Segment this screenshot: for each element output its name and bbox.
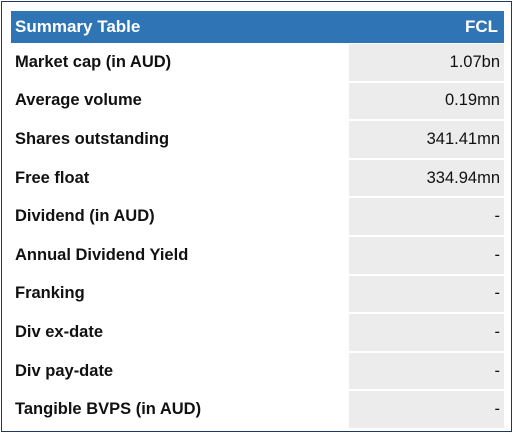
row-label: Market cap (in AUD) [11, 43, 347, 82]
row-label: Shares outstanding [11, 120, 347, 159]
row-label: Free float [11, 158, 347, 198]
table-row-franking: Franking - [11, 274, 504, 314]
row-value: - [349, 352, 504, 390]
row-value: 334.94mn [349, 159, 504, 197]
row-value: 0.19mn [349, 82, 504, 120]
table-row-market-cap: Market cap (in AUD) 1.07bn [11, 43, 504, 82]
row-label: Tangible BVPS (in AUD) [11, 390, 347, 429]
row-label: Average volume [11, 81, 347, 121]
row-label: Div pay-date [11, 351, 347, 391]
row-label: Dividend (in AUD) [11, 197, 347, 236]
table-row-annual-dividend-yield: Annual Dividend Yield - [11, 235, 504, 275]
row-value: - [349, 236, 504, 274]
table-row-average-volume: Average volume 0.19mn [11, 81, 504, 121]
table-row-div-pay-date: Div pay-date - [11, 351, 504, 391]
row-value: - [349, 391, 504, 428]
row-value: 341.41mn [349, 121, 504, 158]
ticker-label: FCL [464, 17, 498, 36]
table-row-shares-outstanding: Shares outstanding 341.41mn [11, 120, 504, 159]
row-label: Annual Dividend Yield [11, 235, 347, 275]
row-value: 1.07bn [349, 44, 504, 81]
row-value: - [349, 314, 504, 351]
table-header: Summary Table FCL [11, 11, 504, 43]
row-value: - [349, 275, 504, 313]
summary-table: Summary Table FCL Market cap (in AUD) 1.… [11, 11, 504, 429]
table-title: Summary Table [15, 17, 141, 36]
row-label: Franking [11, 274, 347, 314]
table-row-free-float: Free float 334.94mn [11, 158, 504, 198]
row-label: Div ex-date [11, 313, 347, 352]
table-row-div-ex-date: Div ex-date - [11, 313, 504, 352]
table-row-dividend: Dividend (in AUD) - [11, 197, 504, 236]
table-row-tangible-bvps: Tangible BVPS (in AUD) - [11, 390, 504, 429]
row-value: - [349, 198, 504, 235]
